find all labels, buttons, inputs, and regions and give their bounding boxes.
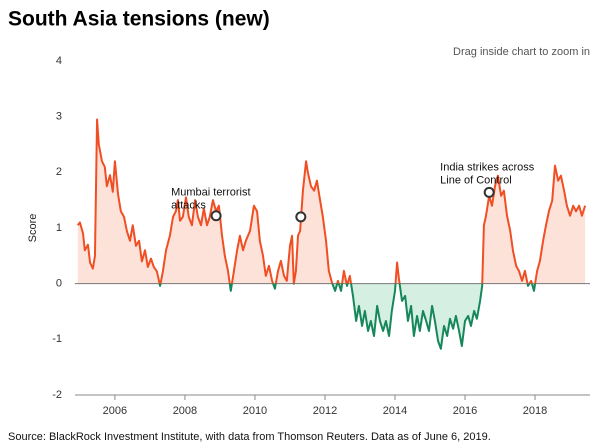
y-tick-label: -2 <box>52 389 62 401</box>
annotation-text: attacks <box>171 200 206 212</box>
x-tick-label: 2018 <box>523 405 547 417</box>
x-tick-label: 2012 <box>313 405 337 417</box>
annotation-marker <box>295 211 307 223</box>
x-tick-label: 2016 <box>453 405 477 417</box>
annotation-text: India strikes across <box>440 161 535 173</box>
x-tick-label: 2006 <box>103 405 127 417</box>
y-tick-label: 2 <box>56 166 62 178</box>
y-axis-label: Score <box>27 214 39 243</box>
annotation-marker <box>210 210 222 222</box>
y-tick-label: 0 <box>56 278 62 290</box>
y-tick-label: -1 <box>52 333 62 345</box>
x-tick-label: 2014 <box>383 405 407 417</box>
zoom-hint: Drag inside chart to zoom in <box>453 46 590 58</box>
source: Source: BlackRock Investment Institute, … <box>8 431 491 443</box>
y-tick-label: 1 <box>56 222 62 234</box>
y-tick-label: 4 <box>56 55 62 67</box>
x-tick-label: 2008 <box>173 405 197 417</box>
annotation-text: Line of Control <box>440 174 512 186</box>
chart-title: South Asia tensions (new) <box>8 8 270 31</box>
x-tick-label: 2010 <box>243 405 267 417</box>
line <box>77 118 587 350</box>
annotation-marker <box>483 186 495 198</box>
area <box>77 119 586 349</box>
annotation-text: Mumbai terrorist <box>171 187 250 199</box>
y-tick-label: 3 <box>56 111 62 123</box>
